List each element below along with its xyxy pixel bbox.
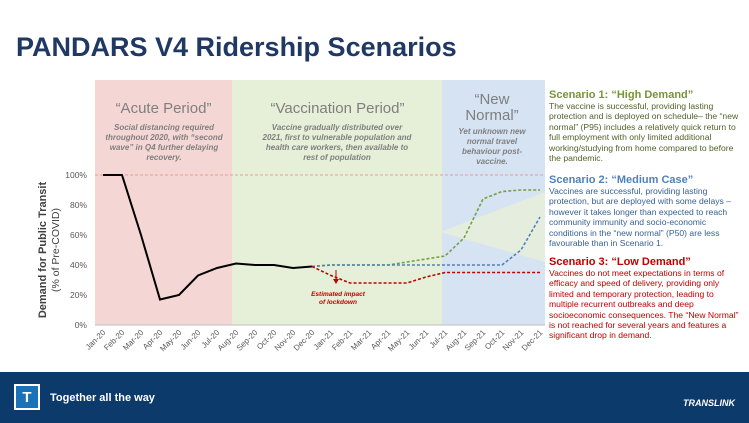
slide-title: PANDARS V4 Ridership Scenarios bbox=[16, 32, 457, 62]
lockdown-arrowhead bbox=[333, 279, 339, 284]
y-tick-label: 20% bbox=[70, 290, 87, 300]
x-tick-label: May-21 bbox=[386, 328, 412, 354]
scenario-text: The vaccine is successful, providing las… bbox=[549, 101, 739, 164]
x-tick-label: Mar-21 bbox=[349, 328, 374, 353]
period-description: Social distancing required throughout 20… bbox=[105, 123, 223, 162]
x-tick-label: Dec-21 bbox=[520, 328, 545, 353]
footer-tagline: Together all the way bbox=[50, 392, 156, 404]
scenario-title: Scenario 2: “Medium Case” bbox=[549, 174, 694, 186]
acute-period-band bbox=[95, 80, 232, 325]
x-tick-label: Jun-21 bbox=[407, 328, 431, 352]
footer-bar bbox=[0, 372, 749, 423]
scenario-title: Scenario 3: “Low Demand” bbox=[549, 256, 691, 268]
vaccination-period-band bbox=[232, 80, 442, 325]
period-title: “Vaccination Period” bbox=[270, 100, 405, 117]
x-tick-label: May-20 bbox=[158, 328, 184, 354]
period-title: “New Normal” bbox=[465, 91, 519, 124]
period-description: Yet unknown new normal travel behaviour … bbox=[458, 127, 526, 166]
y-axis-sublabel: (% of Pre-COVID) bbox=[50, 208, 62, 292]
series-line bbox=[103, 174, 313, 301]
series-line bbox=[311, 216, 541, 268]
x-tick-label: Mar-20 bbox=[121, 328, 146, 353]
x-tick-label: Sep-21 bbox=[463, 328, 488, 353]
y-tick-label: 100% bbox=[65, 170, 87, 180]
series-line bbox=[311, 265, 540, 284]
uncertainty-fan bbox=[440, 192, 545, 262]
y-axis-label: Demand for Public Transit bbox=[37, 182, 49, 319]
period-description: Vaccine gradually distributed over 2021,… bbox=[262, 123, 412, 162]
x-tick-label: Dec-20 bbox=[292, 328, 317, 353]
scenario-text: Vaccines are successful, providing lasti… bbox=[549, 186, 732, 249]
scenario: Scenario 3: “Low Demand” Vaccines do not… bbox=[549, 256, 743, 341]
y-tick-label: 40% bbox=[70, 260, 87, 270]
footer-brand: TRANSLINK bbox=[683, 398, 736, 408]
logo-letter: T bbox=[22, 389, 31, 406]
lockdown-note: Estimated impact of lockdown bbox=[311, 291, 365, 306]
y-tick-label: 80% bbox=[70, 200, 87, 210]
y-tick-label: 0% bbox=[75, 320, 88, 330]
scenario: Scenario 2: “Medium Case” Vaccines are s… bbox=[549, 174, 743, 248]
logo-inner bbox=[16, 386, 38, 408]
period-title: “Acute Period” bbox=[115, 100, 212, 117]
scenario-title: Scenario 1: “High Demand” bbox=[549, 89, 694, 101]
x-tick-label: Sep-20 bbox=[235, 328, 260, 353]
y-tick-label: 60% bbox=[70, 230, 87, 240]
scenario-text: Vaccines do not meet expectations in ter… bbox=[549, 268, 739, 341]
scenario: Scenario 1: “High Demand” The vaccine is… bbox=[549, 89, 743, 163]
x-tick-label: Jun-20 bbox=[179, 328, 203, 352]
